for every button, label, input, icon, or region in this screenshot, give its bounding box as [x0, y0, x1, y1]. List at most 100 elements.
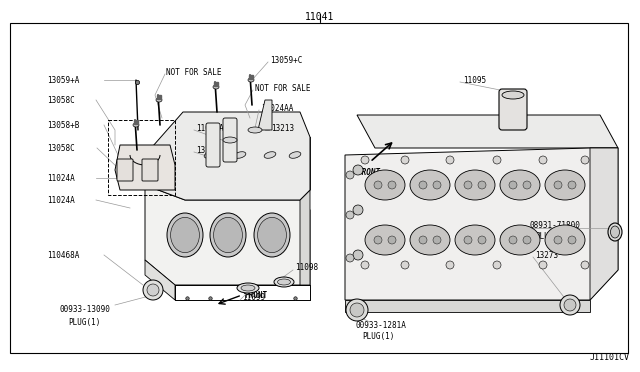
Circle shape — [464, 236, 472, 244]
Ellipse shape — [156, 98, 162, 102]
Text: FRONT: FRONT — [358, 167, 381, 176]
Polygon shape — [145, 112, 310, 200]
Text: 08931-71800: 08931-71800 — [530, 221, 581, 230]
Ellipse shape — [274, 277, 294, 287]
Circle shape — [401, 261, 409, 269]
Circle shape — [523, 181, 531, 189]
Ellipse shape — [545, 225, 585, 255]
Circle shape — [388, 236, 396, 244]
Circle shape — [539, 156, 547, 164]
FancyBboxPatch shape — [142, 159, 158, 181]
Ellipse shape — [248, 78, 254, 82]
Ellipse shape — [502, 91, 524, 99]
Polygon shape — [590, 148, 618, 300]
Ellipse shape — [365, 170, 405, 200]
Text: 11024AA: 11024AA — [196, 124, 228, 132]
Text: 11095: 11095 — [463, 76, 486, 84]
Ellipse shape — [500, 170, 540, 200]
Text: 11041: 11041 — [305, 12, 335, 22]
Circle shape — [554, 236, 562, 244]
Circle shape — [353, 165, 363, 175]
Circle shape — [523, 236, 531, 244]
Ellipse shape — [455, 225, 495, 255]
Circle shape — [464, 181, 472, 189]
Text: 13059+C: 13059+C — [270, 55, 302, 64]
Ellipse shape — [248, 127, 262, 133]
Ellipse shape — [254, 213, 290, 257]
Ellipse shape — [500, 225, 540, 255]
Text: PLUG(1): PLUG(1) — [362, 331, 394, 340]
Text: J11101CV: J11101CV — [590, 353, 630, 362]
Circle shape — [509, 236, 517, 244]
Text: 11098: 11098 — [295, 263, 318, 273]
Polygon shape — [345, 148, 618, 300]
Circle shape — [493, 261, 501, 269]
Polygon shape — [145, 185, 310, 285]
Text: PLUG(2): PLUG(2) — [535, 231, 568, 241]
Circle shape — [539, 261, 547, 269]
Text: 11024A: 11024A — [47, 173, 75, 183]
Circle shape — [446, 156, 454, 164]
Ellipse shape — [171, 217, 200, 253]
Circle shape — [388, 181, 396, 189]
Circle shape — [346, 171, 354, 179]
Ellipse shape — [204, 152, 216, 158]
Ellipse shape — [214, 217, 243, 253]
Circle shape — [143, 280, 163, 300]
Text: 00933-1281A: 00933-1281A — [355, 321, 406, 330]
Bar — [10, 23, 628, 353]
Circle shape — [564, 299, 576, 311]
Ellipse shape — [455, 170, 495, 200]
Circle shape — [560, 295, 580, 315]
Circle shape — [147, 284, 159, 296]
Circle shape — [433, 236, 441, 244]
Ellipse shape — [365, 225, 405, 255]
FancyBboxPatch shape — [117, 159, 133, 181]
Circle shape — [350, 303, 364, 317]
Text: NOT FOR SALE: NOT FOR SALE — [255, 83, 310, 93]
Circle shape — [346, 211, 354, 219]
Text: 13058+B: 13058+B — [47, 121, 79, 129]
Ellipse shape — [223, 137, 237, 143]
Ellipse shape — [410, 225, 450, 255]
Ellipse shape — [289, 152, 301, 158]
Ellipse shape — [608, 223, 622, 241]
Polygon shape — [357, 115, 618, 148]
FancyBboxPatch shape — [499, 89, 527, 130]
Circle shape — [478, 181, 486, 189]
Circle shape — [361, 156, 369, 164]
Circle shape — [346, 299, 368, 321]
Ellipse shape — [545, 170, 585, 200]
Text: 13213: 13213 — [271, 124, 294, 132]
Polygon shape — [345, 300, 590, 312]
Text: 11024A: 11024A — [47, 196, 75, 205]
Circle shape — [433, 181, 441, 189]
Circle shape — [374, 236, 382, 244]
Circle shape — [493, 156, 501, 164]
Text: NOT FOR SALE: NOT FOR SALE — [166, 67, 221, 77]
Ellipse shape — [213, 85, 219, 89]
Polygon shape — [115, 145, 175, 190]
Circle shape — [346, 254, 354, 262]
Circle shape — [353, 250, 363, 260]
Ellipse shape — [234, 152, 246, 158]
Ellipse shape — [241, 285, 255, 291]
Circle shape — [361, 261, 369, 269]
Circle shape — [581, 156, 589, 164]
Polygon shape — [145, 260, 175, 300]
Circle shape — [401, 156, 409, 164]
Ellipse shape — [258, 217, 287, 253]
Text: 11024AA: 11024AA — [261, 103, 293, 112]
Ellipse shape — [264, 152, 276, 158]
Text: 11099: 11099 — [242, 294, 265, 302]
Circle shape — [581, 261, 589, 269]
Polygon shape — [300, 137, 310, 285]
Circle shape — [353, 205, 363, 215]
Circle shape — [478, 236, 486, 244]
Text: PLUG(1): PLUG(1) — [68, 317, 100, 327]
Ellipse shape — [278, 279, 291, 285]
Text: 13059+A: 13059+A — [47, 76, 79, 84]
Circle shape — [446, 261, 454, 269]
Text: 00933-13090: 00933-13090 — [60, 305, 111, 314]
Text: 13273: 13273 — [535, 250, 558, 260]
